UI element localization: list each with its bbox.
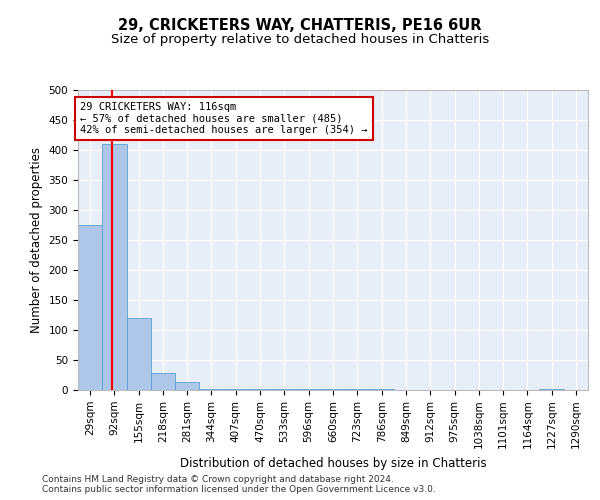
Bar xyxy=(127,318,151,390)
Text: Contains HM Land Registry data © Crown copyright and database right 2024.: Contains HM Land Registry data © Crown c… xyxy=(42,475,394,484)
Text: 29 CRICKETERS WAY: 116sqm
← 57% of detached houses are smaller (485)
42% of semi: 29 CRICKETERS WAY: 116sqm ← 57% of detac… xyxy=(80,102,368,135)
Bar xyxy=(199,389,224,390)
Bar xyxy=(151,373,175,390)
Text: Size of property relative to detached houses in Chatteris: Size of property relative to detached ho… xyxy=(111,32,489,46)
Bar xyxy=(539,389,564,390)
Bar xyxy=(102,144,127,390)
X-axis label: Distribution of detached houses by size in Chatteris: Distribution of detached houses by size … xyxy=(179,457,487,470)
Y-axis label: Number of detached properties: Number of detached properties xyxy=(30,147,43,333)
Text: Contains public sector information licensed under the Open Government Licence v3: Contains public sector information licen… xyxy=(42,485,436,494)
Bar xyxy=(175,382,199,390)
Text: 29, CRICKETERS WAY, CHATTERIS, PE16 6UR: 29, CRICKETERS WAY, CHATTERIS, PE16 6UR xyxy=(118,18,482,32)
Bar xyxy=(78,225,102,390)
